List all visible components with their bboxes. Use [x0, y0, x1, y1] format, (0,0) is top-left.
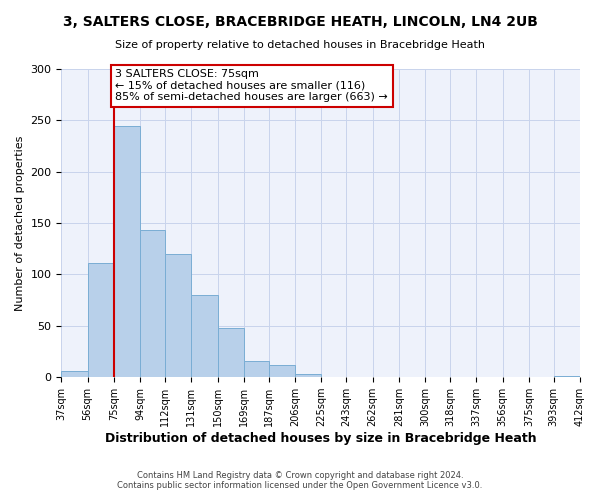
X-axis label: Distribution of detached houses by size in Bracebridge Heath: Distribution of detached houses by size … [105, 432, 536, 445]
Bar [269, 365, 295, 377]
Text: Size of property relative to detached houses in Bracebridge Heath: Size of property relative to detached ho… [115, 40, 485, 50]
Bar [140, 230, 165, 377]
Bar [61, 371, 88, 377]
Bar [554, 376, 580, 377]
Bar [295, 374, 322, 377]
Bar [244, 361, 269, 377]
Bar [88, 263, 114, 377]
Bar [165, 254, 191, 377]
Bar [218, 328, 244, 377]
Bar [191, 295, 218, 377]
Text: 3 SALTERS CLOSE: 75sqm
← 15% of detached houses are smaller (116)
85% of semi-de: 3 SALTERS CLOSE: 75sqm ← 15% of detached… [115, 69, 388, 102]
Text: 3, SALTERS CLOSE, BRACEBRIDGE HEATH, LINCOLN, LN4 2UB: 3, SALTERS CLOSE, BRACEBRIDGE HEATH, LIN… [62, 15, 538, 29]
Y-axis label: Number of detached properties: Number of detached properties [15, 136, 25, 311]
Text: Contains HM Land Registry data © Crown copyright and database right 2024.
Contai: Contains HM Land Registry data © Crown c… [118, 470, 482, 490]
Bar [114, 126, 140, 377]
